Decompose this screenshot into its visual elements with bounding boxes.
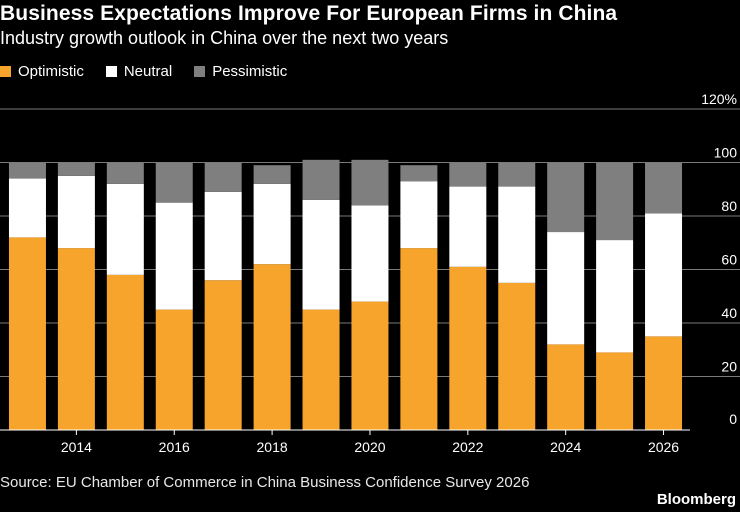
bar-pessimistic [449, 162, 487, 187]
legend-item-pessimistic: Pessimistic [194, 63, 287, 80]
stacked-bar-chart: 0 20 40 60 80 100 120% 2014 2016 2018 2020 2022 2024… [0, 91, 740, 455]
bar-pessimistic [351, 159, 389, 206]
bar-optimistic [547, 344, 585, 430]
legend-item-optimistic: Optimistic [0, 63, 84, 80]
bar-pessimistic [155, 162, 193, 203]
x-tick-label: 2020 [354, 439, 385, 455]
y-tick-label: 0 [729, 411, 737, 427]
bar-optimistic [8, 237, 46, 430]
bar-optimistic [204, 280, 242, 430]
bar-neutral [8, 178, 46, 238]
bar-neutral [57, 175, 95, 249]
bar-neutral [400, 181, 438, 249]
bloomberg-logo: Bloomberg [656, 491, 736, 508]
bar-neutral [645, 213, 683, 337]
bar-optimistic [645, 336, 683, 430]
legend-swatch-neutral [105, 65, 117, 77]
x-tick-label: 2016 [159, 439, 190, 455]
chart-title: Business Expectations Improve For Europe… [0, 2, 618, 25]
bar-neutral [253, 183, 291, 265]
bar-pessimistic [596, 162, 634, 241]
bar-neutral [204, 191, 242, 281]
bar-optimistic [302, 309, 340, 430]
legend-label-neutral: Neutral [123, 62, 173, 80]
bar-pessimistic [400, 165, 438, 182]
legend-item-neutral: Neutral [105, 62, 173, 80]
x-tick-label: 2014 [61, 439, 92, 455]
legend-swatch-pessimistic [194, 65, 206, 77]
bar-optimistic [498, 282, 536, 430]
bar-neutral [498, 186, 536, 283]
bar-optimistic [57, 248, 95, 430]
legend-swatch-optimistic [0, 65, 11, 77]
legend-label-pessimistic: Pessimistic [212, 62, 288, 80]
bar-optimistic [596, 352, 634, 430]
bar-optimistic [449, 266, 487, 430]
bar-neutral [106, 183, 144, 275]
bar-neutral [449, 186, 487, 267]
bar-pessimistic [204, 162, 242, 192]
x-tick-label: 2018 [257, 439, 288, 455]
bar-optimistic [351, 301, 389, 430]
x-tick-label: 2026 [648, 439, 679, 455]
bar-optimistic [155, 309, 193, 430]
y-tick-label: 80 [721, 198, 737, 214]
y-tick-label: 120% [701, 91, 737, 107]
bar-neutral [596, 240, 634, 353]
bar-pessimistic [253, 165, 291, 184]
bar-optimistic [253, 264, 291, 430]
bar-neutral [351, 205, 389, 302]
bar-neutral [547, 232, 585, 345]
source-note: Source: EU Chamber of Commerce in China … [0, 474, 530, 491]
x-tick-label: 2024 [550, 439, 581, 455]
bar-pessimistic [547, 162, 585, 233]
bar-pessimistic [8, 162, 46, 179]
y-tick-label: 100 [714, 145, 738, 161]
y-tick-label: 20 [721, 359, 737, 375]
bar-pessimistic [106, 162, 144, 184]
bar-optimistic [106, 274, 144, 430]
x-tick-label: 2022 [452, 439, 483, 455]
y-tick-label: 60 [721, 252, 737, 268]
chart-subtitle: Industry growth outlook in China over th… [0, 28, 449, 48]
legend: Optimistic Neutral Pessimistic [0, 61, 309, 81]
y-tick-label: 40 [721, 305, 737, 321]
bar-neutral [302, 199, 340, 310]
bar-neutral [155, 202, 193, 310]
bar-pessimistic [498, 162, 536, 187]
bar-pessimistic [302, 159, 340, 200]
bar-pessimistic [57, 162, 95, 176]
bar-pessimistic [645, 162, 683, 214]
legend-label-optimistic: Optimistic [18, 62, 84, 80]
bar-optimistic [400, 248, 438, 430]
